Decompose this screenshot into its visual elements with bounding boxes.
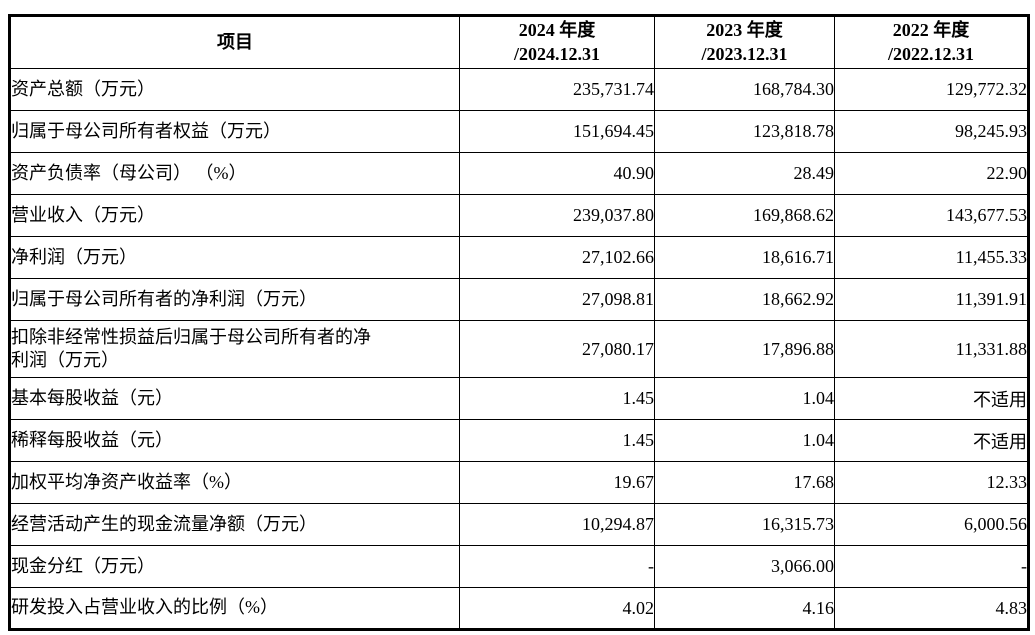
row-label: 资产总额（万元） [9,68,460,111]
value-2024: 1.45 [459,377,655,420]
value-2024: 10,294.87 [459,503,655,546]
value-2023: 4.16 [654,587,835,630]
value-2024: 40.90 [459,152,655,195]
value-2024: - [459,545,655,588]
value-2023: 16,315.73 [654,503,835,546]
value-2024: 1.45 [459,419,655,462]
value-2022: - [834,545,1029,588]
header-col-2022-line1: 2022 年度 [892,20,970,41]
table-row-total-assets: 资产总额（万元） 235,731.74 168,784.30 129,772.3… [9,68,1029,111]
table-row-net-profit: 净利润（万元） 27,102.66 18,616.71 11,455.33 [9,236,1029,279]
value-2024: 19.67 [459,461,655,504]
header-col-2023: 2023 年度 /2023.12.31 [654,15,835,69]
value-2022: 6,000.56 [834,503,1029,546]
table-row-operating-cash-flow: 经营活动产生的现金流量净额（万元） 10,294.87 16,315.73 6,… [9,503,1029,546]
header-col-2023-line1: 2023 年度 [706,20,783,41]
header-col-2022: 2022 年度 /2022.12.31 [834,15,1029,69]
value-2022: 4.83 [834,587,1029,630]
row-label: 资产负债率（母公司） （%） [9,152,460,195]
value-2023: 123,818.78 [654,110,835,153]
header-item-label: 项目 [9,15,460,69]
value-2023: 17.68 [654,461,835,504]
financial-summary: 项目 2024 年度 /2024.12.31 2023 年度 /2023.12.… [8,14,1030,631]
value-2024: 4.02 [459,587,655,630]
value-2024: 27,098.81 [459,278,655,321]
table-row-basic-eps: 基本每股收益（元） 1.45 1.04 不适用 [9,377,1029,420]
value-2022: 12.33 [834,461,1029,504]
row-label: 归属于母公司所有者权益（万元） [9,110,460,153]
header-col-2023-line2: /2023.12.31 [701,43,788,64]
table-row-weighted-roe: 加权平均净资产收益率（%） 19.67 17.68 12.33 [9,461,1029,504]
value-2023: 18,616.71 [654,236,835,279]
row-label: 研发投入占营业收入的比例（%） [9,587,460,630]
value-2023: 168,784.30 [654,68,835,111]
value-2024: 27,080.17 [459,320,655,378]
table-row-cash-dividend: 现金分红（万元） - 3,066.00 - [9,545,1029,588]
table-row-diluted-eps: 稀释每股收益（元） 1.45 1.04 不适用 [9,419,1029,462]
table-row-deducted-net-profit: 扣除非经常性损益后归属于母公司所有者的净 利润（万元） 27,080.17 17… [9,320,1029,378]
value-2022: 11,391.91 [834,278,1029,321]
table-header-row: 项目 2024 年度 /2024.12.31 2023 年度 /2023.12.… [9,15,1029,69]
table-row-parent-equity: 归属于母公司所有者权益（万元） 151,694.45 123,818.78 98… [9,110,1029,153]
row-label: 现金分红（万元） [9,545,460,588]
table-row-debt-ratio: 资产负债率（母公司） （%） 40.90 28.49 22.90 [9,152,1029,195]
value-2023: 17,896.88 [654,320,835,378]
row-label: 归属于母公司所有者的净利润（万元） [9,278,460,321]
value-2023: 3,066.00 [654,545,835,588]
row-label: 扣除非经常性损益后归属于母公司所有者的净 利润（万元） [9,320,460,378]
value-2022: 22.90 [834,152,1029,195]
row-label: 加权平均净资产收益率（%） [9,461,460,504]
value-2024: 239,037.80 [459,194,655,237]
value-2023: 18,662.92 [654,278,835,321]
value-2023: 1.04 [654,419,835,462]
value-2022: 11,455.33 [834,236,1029,279]
table-row-parent-net-profit: 归属于母公司所有者的净利润（万元） 27,098.81 18,662.92 11… [9,278,1029,321]
value-2022: 143,677.53 [834,194,1029,237]
value-2023: 1.04 [654,377,835,420]
row-label: 净利润（万元） [9,236,460,279]
value-2022: 11,331.88 [834,320,1029,378]
value-2022: 不适用 [834,419,1029,462]
header-col-2024: 2024 年度 /2024.12.31 [459,15,655,69]
table-row-rd-ratio: 研发投入占营业收入的比例（%） 4.02 4.16 4.83 [9,587,1029,630]
value-2023: 169,868.62 [654,194,835,237]
financial-summary-table: 项目 2024 年度 /2024.12.31 2023 年度 /2023.12.… [8,14,1030,631]
header-col-2024-line1: 2024 年度 [518,20,596,41]
value-2024: 235,731.74 [459,68,655,111]
header-col-2022-line2: /2022.12.31 [887,43,974,64]
value-2024: 27,102.66 [459,236,655,279]
row-label: 营业收入（万元） [9,194,460,237]
value-2022: 98,245.93 [834,110,1029,153]
table-row-operating-revenue: 营业收入（万元） 239,037.80 169,868.62 143,677.5… [9,194,1029,237]
value-2024: 151,694.45 [459,110,655,153]
row-label: 稀释每股收益（元） [9,419,460,462]
value-2022: 129,772.32 [834,68,1029,111]
header-col-2024-line2: /2024.12.31 [513,43,600,64]
row-label: 基本每股收益（元） [9,377,460,420]
row-label: 经营活动产生的现金流量净额（万元） [9,503,460,546]
value-2022: 不适用 [834,377,1029,420]
value-2023: 28.49 [654,152,835,195]
